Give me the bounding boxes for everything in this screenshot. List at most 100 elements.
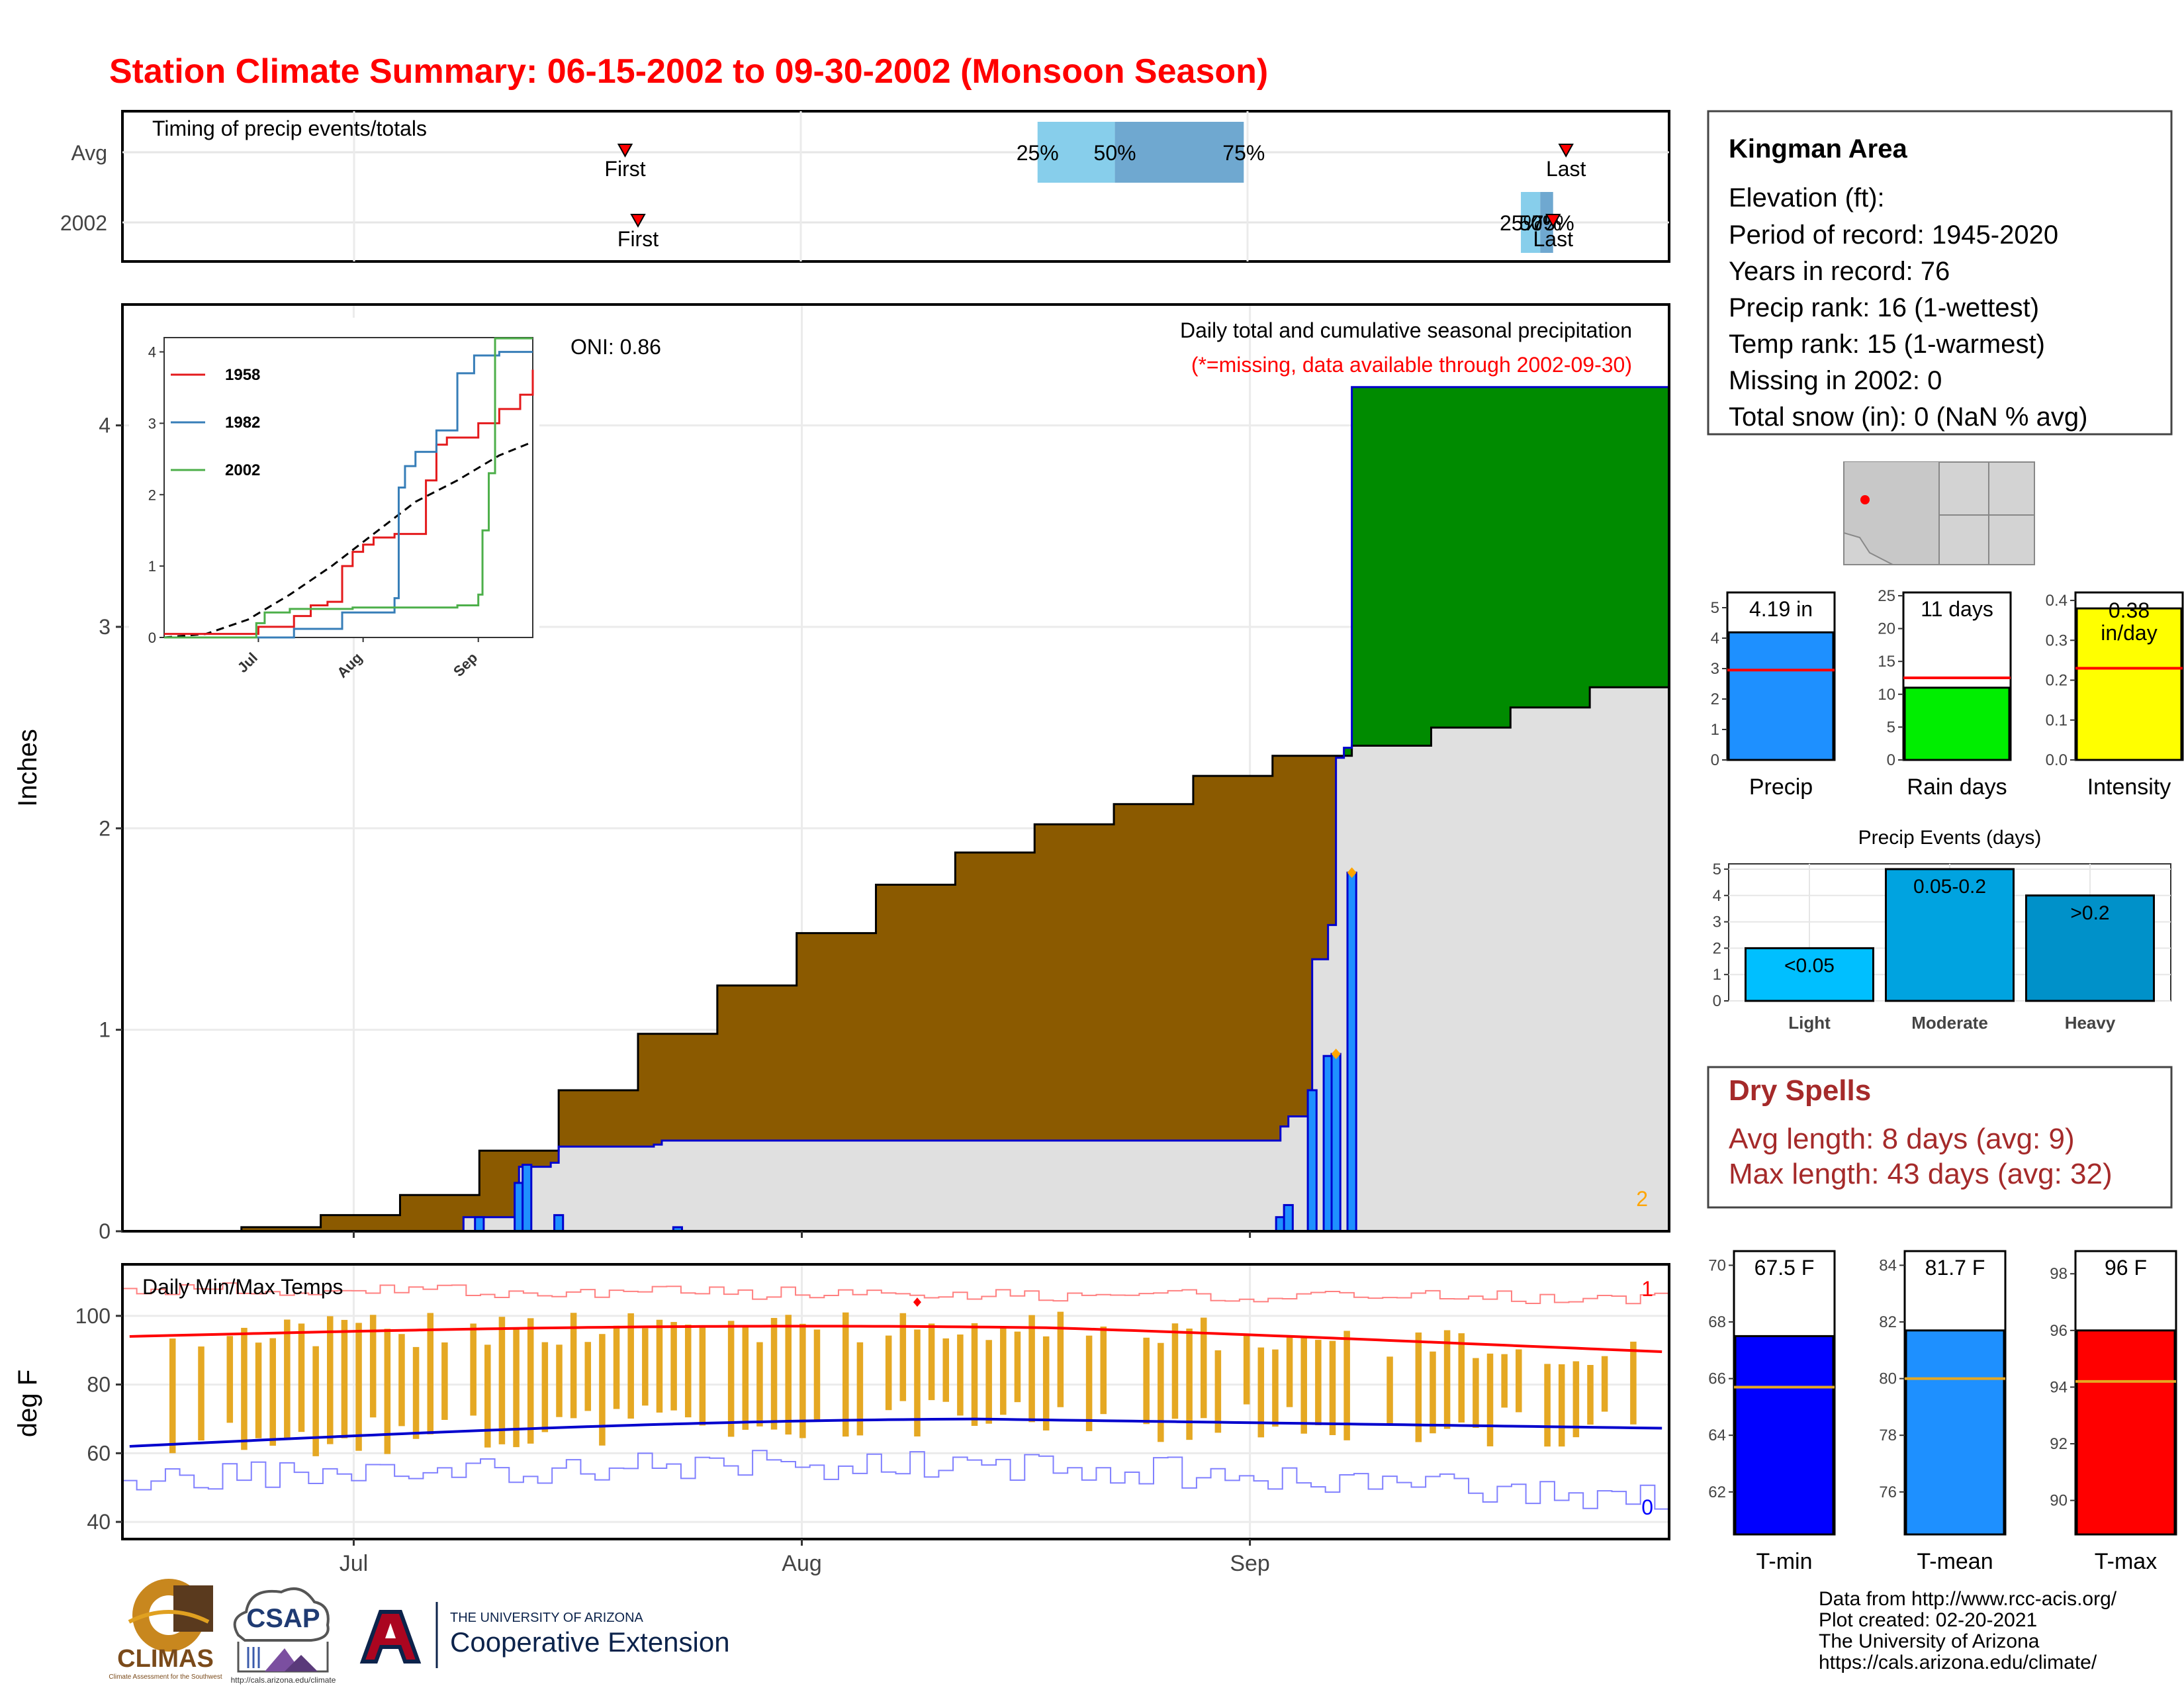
events-y-tick-label: 4: [1713, 887, 1721, 905]
y-tick-label: 2: [99, 816, 111, 840]
station-info-box: Kingman Area Elevation (ft): Period of r…: [1707, 110, 2173, 436]
y-tick-label: 4: [99, 414, 111, 438]
daily-temp-bar: [527, 1318, 534, 1444]
daily-temp-bar: [441, 1342, 448, 1420]
summary-y-tick-label: 70: [1708, 1256, 1726, 1274]
summary-y-tick-label: 1: [1711, 721, 1719, 739]
daily-temp-bar: [1630, 1341, 1637, 1425]
x-tick-label: Sep: [1230, 1551, 1270, 1576]
first-event-marker: [617, 144, 633, 158]
summary-y-tick-label: 5: [1887, 718, 1895, 736]
timing-q50-q75-box: [1540, 192, 1553, 253]
events-bar-light: [1745, 947, 1874, 1002]
daily-temp-bar: [327, 1316, 334, 1444]
locator-map: [1843, 461, 2035, 565]
y-tick-label: 3: [99, 615, 111, 639]
summary-bar-t-min: [1734, 1335, 1835, 1536]
inset-series-1958: [164, 369, 534, 635]
precip-y-label: Inches: [13, 729, 42, 807]
avg-cumulative-line: [122, 679, 1670, 1233]
daily-temp-bar: [298, 1323, 305, 1432]
daily-temp-bar: [1042, 1336, 1050, 1430]
events-bar-heavy: [2025, 894, 2155, 1002]
daily-temp-bar: [255, 1342, 262, 1438]
missing-marker: [1331, 1049, 1341, 1060]
info-line: Total snow (in): 0 (NaN % avg): [1729, 402, 2087, 432]
daily-temp-bar: [584, 1342, 592, 1411]
daily-temp-bar: [169, 1338, 176, 1454]
last-event-marker: [1545, 214, 1561, 228]
daily-temp-bar: [985, 1340, 992, 1424]
avg-low-line: [129, 1417, 1662, 1448]
summary-value-label: 11 days: [1921, 597, 1993, 621]
summary-category-label: Precip: [1749, 774, 1813, 800]
daily-temp-bar: [1387, 1356, 1393, 1425]
daily-temp-bar: [1544, 1364, 1551, 1447]
summary-y-tick-label: 80: [1879, 1370, 1897, 1388]
temp-y-label: deg F: [13, 1370, 42, 1437]
x-tick-label: Aug: [782, 1551, 822, 1576]
daily-temp-bar: [1171, 1323, 1179, 1419]
precip-subtitle: (*=missing, data available through 2002-…: [1191, 353, 1632, 377]
summary-y-tick-label: 0.4: [2046, 592, 2068, 610]
daily-temp-bar: [1501, 1354, 1508, 1408]
y-tick-label: 0: [99, 1219, 111, 1243]
daily-temp-bar: [656, 1319, 663, 1413]
climas-logo: CLIMAS Climate Assessment for the Southw…: [109, 1579, 222, 1681]
ua-large-text: Cooperative Extension: [450, 1626, 730, 1658]
daily-temp-bar: [1000, 1326, 1007, 1415]
precip-corner-note: 2: [1636, 1187, 1648, 1211]
summary-y-tick-label: 64: [1708, 1427, 1726, 1444]
summary-y-tick-label: 90: [2050, 1492, 2068, 1510]
precip-title: Daily total and cumulative seasonal prec…: [1180, 318, 1632, 342]
daily-temp-bar: [1430, 1351, 1436, 1434]
daily-temp-bar: [1572, 1361, 1580, 1438]
daily-temp-bar: [412, 1346, 420, 1439]
climas-logo-subtext: Climate Assessment for the Southwest: [109, 1673, 222, 1681]
daily-temp-bar: [1028, 1315, 1035, 1423]
row-label-2002: 2002: [60, 211, 107, 235]
daily-temp-bar: [684, 1325, 692, 1418]
inset-avg-line: [163, 441, 533, 639]
summary-y-tick-label: 3: [1711, 660, 1719, 678]
summary-y-tick-label: 68: [1708, 1313, 1726, 1331]
summary-y-tick-label: 0.0: [2046, 751, 2068, 769]
summary-y-tick-label: 25: [1878, 587, 1895, 605]
daily-temp-bar: [513, 1329, 520, 1448]
timing-q25-label: 25%: [1500, 211, 1542, 235]
daily-temp-bar: [813, 1329, 821, 1421]
daily-temp-bar: [1286, 1335, 1293, 1407]
inset-y-tick-label: 3: [148, 415, 156, 432]
daily-precip-bar: [1346, 871, 1357, 1233]
inset-series-2002: [164, 337, 533, 639]
events-bar-label: 0.05-0.2: [1913, 876, 1986, 898]
daily-temp-bar: [1443, 1330, 1451, 1429]
daily-temp-bar: [1272, 1349, 1279, 1427]
timing-panel: Timing of precip events/totals Avg 2002 …: [60, 110, 1670, 263]
dry-spells-title: Dry Spells: [1729, 1074, 1871, 1107]
inset-y-tick-label: 2: [148, 487, 156, 503]
summary-y-tick-label: 0: [1711, 751, 1719, 769]
events-y-tick-label: 2: [1713, 939, 1721, 957]
daily-temp-bar: [1014, 1331, 1021, 1403]
inset-legend-label: 2002: [225, 461, 260, 479]
timing-q25-label: 25%: [1017, 141, 1059, 165]
summary-y-tick-label: 20: [1878, 620, 1895, 638]
events-y-tick-label: 3: [1713, 914, 1721, 931]
daily-temp-bar: [642, 1328, 649, 1406]
events-bar-label: <0.05: [1784, 955, 1835, 976]
footer-line: https://cals.arizona.edu/climate/: [1819, 1652, 2097, 1673]
summary-bar-intensity: [2075, 607, 2183, 761]
events-y-tick-label: 0: [1713, 992, 1721, 1010]
summary-y-tick-label: 4: [1711, 630, 1719, 647]
timing-q25-q50-box: [1037, 122, 1115, 183]
events-category-label: Heavy: [2065, 1013, 2116, 1033]
daily-temp-bar: [470, 1323, 477, 1416]
events-bar-moderate: [1885, 868, 2015, 1002]
first-event-marker: [630, 214, 646, 228]
daily-temp-bar: [570, 1313, 577, 1419]
temp-panel: 40 60 80 100 Jul Aug Sep Daily Min/Max Temps d…: [13, 1231, 1670, 1576]
daily-temp-bar: [284, 1319, 291, 1440]
daily-temp-bar: [1257, 1347, 1265, 1438]
daily-temp-bar: [885, 1335, 892, 1411]
